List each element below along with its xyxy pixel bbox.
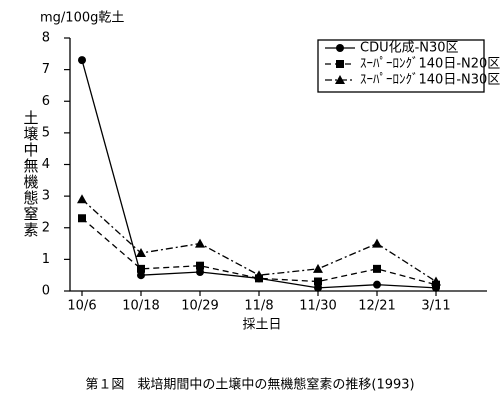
y-tick-label: 0 (42, 284, 50, 299)
point (431, 276, 441, 286)
y-tick-label: 1 (42, 252, 50, 267)
series-line (81, 198, 437, 283)
y-tick-label: 8 (42, 31, 50, 46)
point (313, 263, 323, 273)
legend-label: ｽｰﾊﾟｰﾛﾝｸﾞ140日-N20区 (360, 57, 500, 72)
legend-label: CDU化成-N30区 (360, 41, 459, 56)
point (137, 271, 145, 280)
x-tick-label: 10/6 (67, 299, 96, 314)
point (136, 248, 146, 258)
point (314, 277, 322, 286)
y-tick-label: 4 (42, 157, 50, 172)
point (336, 60, 344, 68)
chart-title: 第１図 栽培期間中の土壌中の無機態窒素の推移(1993) (85, 377, 414, 393)
x-tick-label: 11/30 (299, 299, 336, 314)
point (254, 270, 264, 280)
x-tick-label: 10/29 (181, 299, 218, 314)
unit-label: mg/100g乾土 (40, 11, 124, 26)
x-tick-label: 10/18 (122, 299, 159, 314)
point (78, 56, 86, 65)
x-tick-label: 3/11 (421, 299, 450, 314)
y-tick-label: 5 (42, 125, 50, 140)
point (314, 283, 322, 292)
x-axis-label: 採土日 (242, 318, 281, 333)
point (196, 261, 204, 270)
point (195, 238, 205, 248)
legend-box (317, 39, 485, 93)
legend-label: ｽｰﾊﾟｰﾛﾝｸﾞ140日-N30区 (360, 73, 500, 88)
point (372, 238, 382, 248)
x-tick-label: 11/8 (244, 299, 273, 314)
point (336, 44, 344, 52)
y-axis-label: 土壌中無機態窒素 (22, 110, 40, 238)
y-tick-label: 7 (42, 62, 50, 77)
y-tick-label: 6 (42, 94, 50, 109)
point (77, 194, 87, 204)
point (335, 75, 345, 84)
point (196, 268, 204, 277)
y-tick-label: 2 (42, 220, 50, 235)
x-tick-label: 12/21 (358, 299, 395, 314)
point (373, 264, 381, 273)
point (373, 280, 381, 289)
y-tick-label: 3 (42, 189, 50, 204)
point (137, 264, 145, 273)
series-line (81, 59, 437, 289)
point (78, 214, 86, 223)
